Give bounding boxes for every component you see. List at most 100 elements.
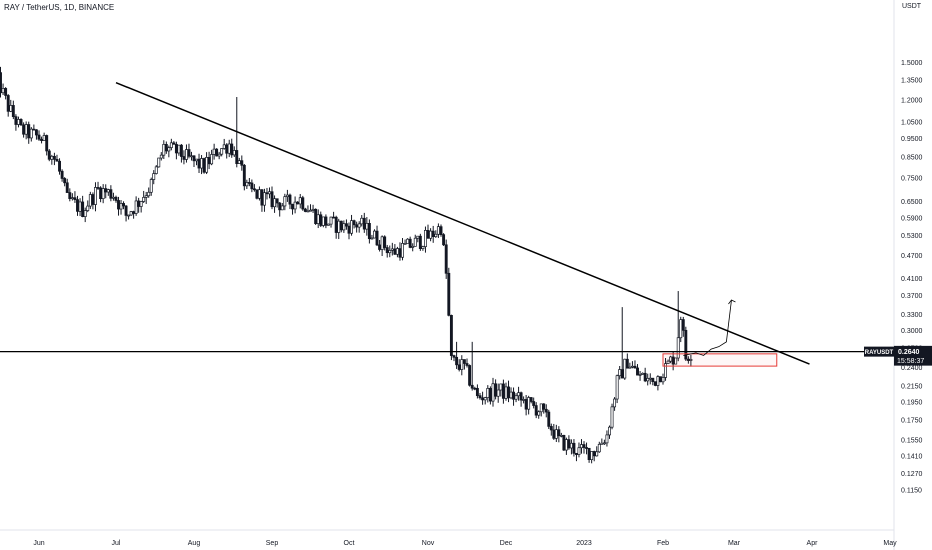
candle-up <box>602 442 606 445</box>
x-tick-label: Mar <box>728 540 741 547</box>
candle-down <box>549 426 553 431</box>
candle-down <box>449 314 453 356</box>
candle-up <box>285 194 289 198</box>
candle-up <box>119 203 123 210</box>
candle-down <box>104 188 108 193</box>
x-tick-label: Nov <box>422 540 435 547</box>
candle-down <box>265 192 269 195</box>
candle-up <box>666 360 670 364</box>
candle-up <box>527 397 531 410</box>
candle-up <box>411 245 415 248</box>
candle-down <box>319 214 323 226</box>
y-tick-label: 1.0500 <box>901 119 923 126</box>
candle-up <box>628 366 632 369</box>
candle-up <box>1 88 5 94</box>
candle-down <box>260 189 264 206</box>
candle-down <box>22 124 26 135</box>
candle-down <box>651 377 655 382</box>
candle-up <box>539 403 543 413</box>
candle-down <box>324 216 328 226</box>
candle-up <box>154 166 158 174</box>
countdown-label: 15:58:37 <box>897 358 924 365</box>
candle-down <box>55 159 59 162</box>
candle-down <box>99 187 103 200</box>
candle-up <box>424 230 427 247</box>
candle-down <box>347 225 351 234</box>
candle-down <box>418 235 422 249</box>
candle-down <box>582 444 586 448</box>
y-tick-label: 0.9500 <box>901 136 923 143</box>
candle-up <box>421 246 425 249</box>
candle-down <box>14 116 18 125</box>
candle-up <box>129 211 133 216</box>
candle-down <box>447 272 451 316</box>
candle-up <box>630 365 634 368</box>
candle-down <box>137 200 141 207</box>
candle-up <box>205 157 209 173</box>
projection-path[interactable] <box>683 299 732 356</box>
candle-down <box>457 364 461 370</box>
candle-up <box>661 377 665 383</box>
candle-up <box>434 233 438 238</box>
candle-up <box>217 153 221 157</box>
candle-down <box>197 158 201 169</box>
candle-down <box>6 95 10 112</box>
candle-up <box>460 359 464 370</box>
candle-up <box>615 375 619 400</box>
candle-down <box>552 429 556 439</box>
candle-down <box>478 395 482 399</box>
candle-up <box>597 443 601 453</box>
x-tick-label: 2023 <box>576 540 592 547</box>
x-tick-label: Sep <box>266 540 279 547</box>
candle-up <box>499 383 503 391</box>
candle-up <box>416 235 420 239</box>
candle-up <box>537 411 541 416</box>
candle-up <box>86 205 90 211</box>
candle-down <box>355 224 359 228</box>
candle-up <box>316 214 320 224</box>
candle-down <box>58 160 61 172</box>
candle-up <box>88 194 92 207</box>
candle-up <box>388 250 392 254</box>
candle-down <box>473 387 477 390</box>
y-tick-label: 0.4100 <box>901 276 923 283</box>
candle-down <box>32 128 36 131</box>
candle-down <box>385 247 389 254</box>
candle-up <box>373 230 376 239</box>
y-tick-label: 0.1950 <box>901 400 923 407</box>
candle-up <box>212 148 216 155</box>
y-tick-label: 0.1410 <box>901 453 923 460</box>
y-tick-label: 0.1750 <box>901 418 923 425</box>
candle-up <box>491 383 495 402</box>
candle-up <box>370 237 374 240</box>
candle-up <box>327 223 330 226</box>
candle-down <box>465 363 469 366</box>
candle-down <box>585 447 588 449</box>
candle-down <box>636 367 639 376</box>
candle-up <box>337 220 341 233</box>
candle-down <box>47 150 51 160</box>
descending-trendline[interactable] <box>115 81 810 365</box>
candle-up <box>293 201 297 210</box>
support-box[interactable] <box>662 353 778 367</box>
candle-up <box>390 248 394 251</box>
candle-up <box>177 144 181 154</box>
candle-up <box>232 150 236 156</box>
candle-up <box>365 222 369 230</box>
y-tick-label: 0.5300 <box>901 233 923 240</box>
y-tick-label: 1.3500 <box>901 78 923 85</box>
candle-up <box>646 378 650 382</box>
candle-up <box>257 189 261 199</box>
candle-up <box>595 451 599 457</box>
candle-down <box>481 397 485 401</box>
candle-down <box>398 248 402 258</box>
candle-up <box>569 442 573 449</box>
candle-down <box>235 150 239 164</box>
candle-up <box>380 236 384 250</box>
candle-up <box>321 216 325 226</box>
candle-up <box>237 160 241 164</box>
y-tick-label: 0.2150 <box>901 383 923 390</box>
y-tick-label: 0.7500 <box>901 175 923 182</box>
